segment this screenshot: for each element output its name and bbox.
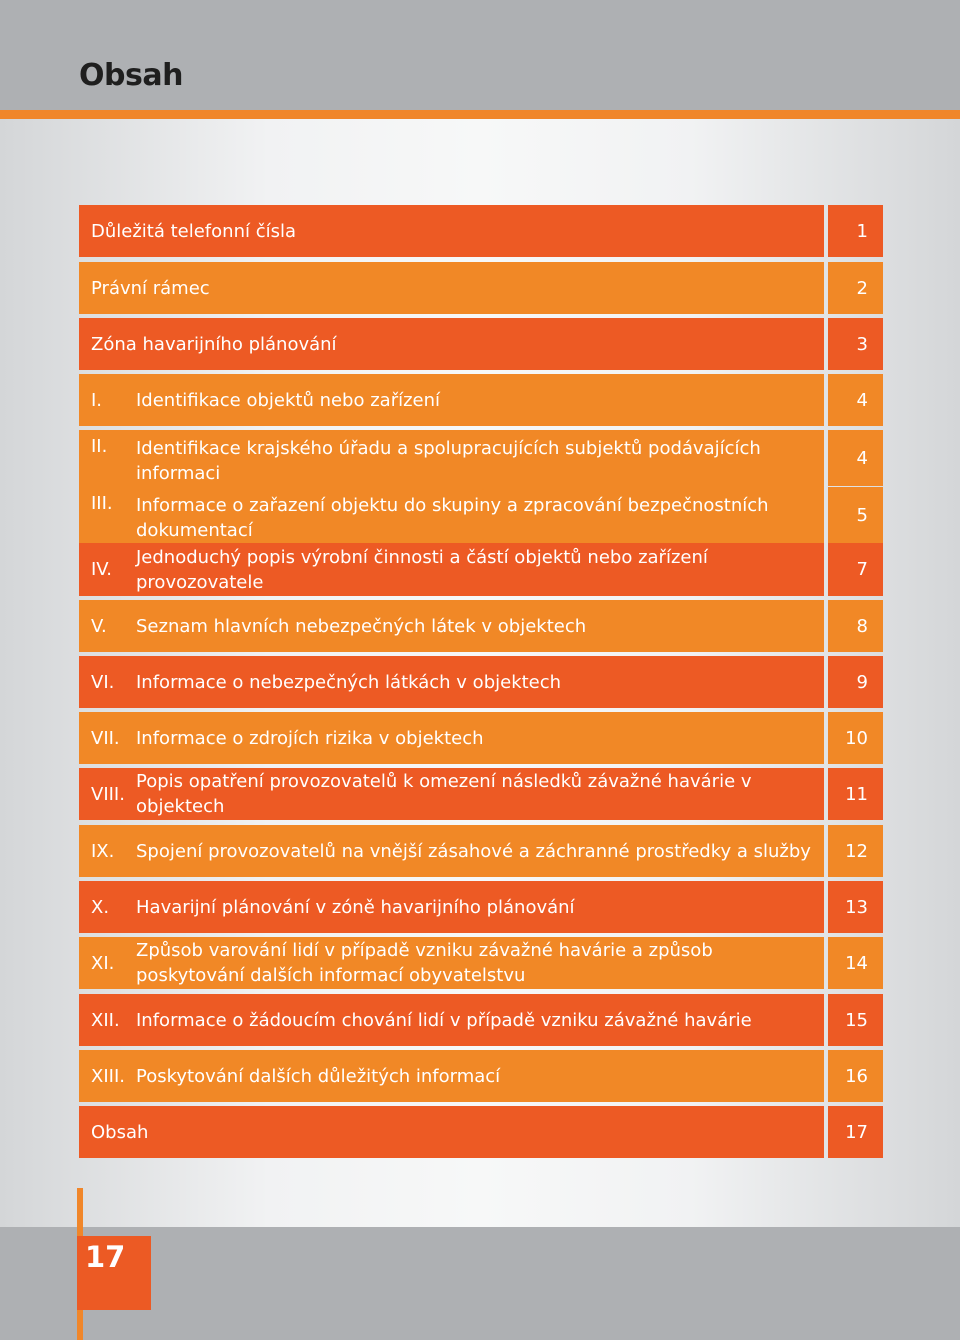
toc-entry[interactable]: Právní rámec 2 (79, 262, 883, 314)
toc-entry-numeral: IV. (91, 559, 113, 580)
toc-entry[interactable]: XI. Způsob varování lidí v případě vznik… (79, 937, 883, 989)
toc-page-number: 4 (828, 374, 883, 426)
toc-entry-title: Informace o zdrojích rizika v objektech (136, 727, 484, 749)
toc-page-number: 7 (828, 543, 883, 596)
toc-page-number: 2 (828, 262, 883, 314)
toc-entry-numeral: VII. (91, 727, 120, 749)
toc-entry-box: Obsah (79, 1106, 824, 1158)
toc-entry-box: IX. Spojení provozovatelů na vnější zása… (79, 825, 824, 877)
toc-entry-title: Spojení provozovatelů na vnější zásahové… (136, 840, 811, 862)
toc-entry-box: X. Havarijní plánování v zóně havarijníh… (79, 881, 824, 933)
toc-entry-box: Právní rámec (79, 262, 824, 314)
header-accent-rule (0, 110, 960, 119)
toc-entry-box: XII. Informace o žádoucím chování lidí v… (79, 994, 824, 1046)
toc-entry-title: Právní rámec (91, 277, 210, 299)
toc-entry-title: Poskytování dalších důležitých informací (136, 1065, 501, 1087)
toc-entry[interactable]: VIII. Popis opatření provozovatelů k ome… (79, 768, 883, 820)
toc-entry-box: VI. Informace o nebezpečných látkách v o… (79, 656, 824, 708)
toc-entry-title: Informace o nebezpečných látkách v objek… (136, 671, 562, 693)
toc-entry-numeral: III. (91, 493, 113, 514)
toc-entry-title: Jednoduchý popis výrobní činnosti a část… (136, 546, 708, 593)
toc-page-number: 11 (828, 768, 883, 820)
toc-entry[interactable]: Zóna havarijního plánování 3 (79, 318, 883, 370)
toc-entry-box: XI. Způsob varování lidí v případě vznik… (79, 937, 824, 989)
toc-entry-title: Identifikace objektů nebo zařízení (136, 389, 441, 411)
toc-entry-box: II. Identifikace krajského úřadu a spolu… (79, 430, 824, 543)
toc-entry-box: IV. Jednoduchý popis výrobní činnosti a … (79, 543, 824, 596)
toc-entry[interactable]: V. Seznam hlavních nebezpečných látek v … (79, 600, 883, 652)
toc-entry-numeral: XIII. (91, 1065, 125, 1087)
toc-entry-title: Informace o žádoucím chování lidí v příp… (136, 1009, 752, 1031)
header-band (0, 0, 960, 110)
toc-entry[interactable]: Důležitá telefonní čísla 1 (79, 205, 883, 257)
toc-entry-numeral: VI. (91, 671, 115, 693)
toc-entry-numeral: IX. (91, 840, 115, 862)
toc-entry-box: Důležitá telefonní čísla (79, 205, 824, 257)
toc-page-number: 13 (828, 881, 883, 933)
toc-page-number: 16 (828, 1050, 883, 1102)
toc-entry-box: Zóna havarijního plánování (79, 318, 824, 370)
toc-entry-title: Popis opatření provozovatelů k omezení n… (136, 771, 752, 817)
toc-page-number: 8 (828, 600, 883, 652)
toc-entry-title: Informace o zařazení objektu do skupiny … (136, 495, 769, 541)
toc-entry-box: V. Seznam hlavních nebezpečných látek v … (79, 600, 824, 652)
toc-entry-numeral: I. (91, 389, 103, 411)
toc-page-number: 5 (828, 487, 883, 543)
toc-page-number: 9 (828, 656, 883, 708)
footer-band (0, 1227, 960, 1340)
toc-entry-numeral: V. (91, 615, 107, 637)
toc-entry[interactable]: IV. Jednoduchý popis výrobní činnosti a … (79, 543, 883, 596)
page-title: Obsah (79, 58, 183, 93)
toc-page-number: 3 (828, 318, 883, 370)
toc-entry-title: Důležitá telefonní čísla (91, 220, 297, 242)
toc-entry-title: Havarijní plánování v zóně havarijního p… (136, 896, 575, 918)
toc-entry[interactable]: XIII. Poskytování dalších důležitých inf… (79, 1050, 883, 1102)
toc-entry-title: Seznam hlavních nebezpečných látek v obj… (136, 615, 587, 637)
toc-entry-box: I. Identifikace objektů nebo zařízení (79, 374, 824, 426)
toc-entry-numeral: XII. (91, 1009, 120, 1031)
toc-entry[interactable]: VII. Informace o zdrojích rizika v objek… (79, 712, 883, 764)
page-number: 17 (85, 1240, 126, 1274)
toc-page-number: 17 (828, 1106, 883, 1158)
toc-entry-box: VIII. Popis opatření provozovatelů k ome… (79, 768, 824, 820)
toc-entry-group[interactable]: II. Identifikace krajského úřadu a spolu… (79, 430, 883, 543)
toc-entry[interactable]: X. Havarijní plánování v zóně havarijníh… (79, 881, 883, 933)
toc-page-number: 12 (828, 825, 883, 877)
toc-entry-title: Způsob varování lidí v případě vzniku zá… (136, 940, 713, 986)
toc-page-number: 15 (828, 994, 883, 1046)
toc-entry-box: XIII. Poskytování dalších důležitých inf… (79, 1050, 824, 1102)
toc-entry-numeral: II. (91, 436, 108, 457)
toc-entry[interactable]: XII. Informace o žádoucím chování lidí v… (79, 994, 883, 1046)
toc-page-number: 14 (828, 937, 883, 989)
toc-entry-numeral: X. (91, 896, 110, 918)
toc-entry[interactable]: Obsah 17 (79, 1106, 883, 1158)
toc-page-number: 10 (828, 712, 883, 764)
toc-entry[interactable]: IX. Spojení provozovatelů na vnější zása… (79, 825, 883, 877)
toc-entry-numeral: XI. (91, 952, 115, 974)
toc-entry-title: Obsah (91, 1121, 149, 1143)
toc-page-number: 1 (828, 205, 883, 257)
toc-entry-box: VII. Informace o zdrojích rizika v objek… (79, 712, 824, 764)
toc-entry-numeral: VIII. (91, 783, 125, 805)
toc-entry-title: Identifikace krajského úřadu a spoluprac… (136, 438, 761, 484)
toc-entry[interactable]: I. Identifikace objektů nebo zařízení 4 (79, 374, 883, 426)
page-number-box (77, 1236, 151, 1310)
toc-entry-title: Zóna havarijního plánování (91, 333, 337, 355)
toc-entry[interactable]: VI. Informace o nebezpečných látkách v o… (79, 656, 883, 708)
toc-page-number: 4 (828, 430, 883, 486)
